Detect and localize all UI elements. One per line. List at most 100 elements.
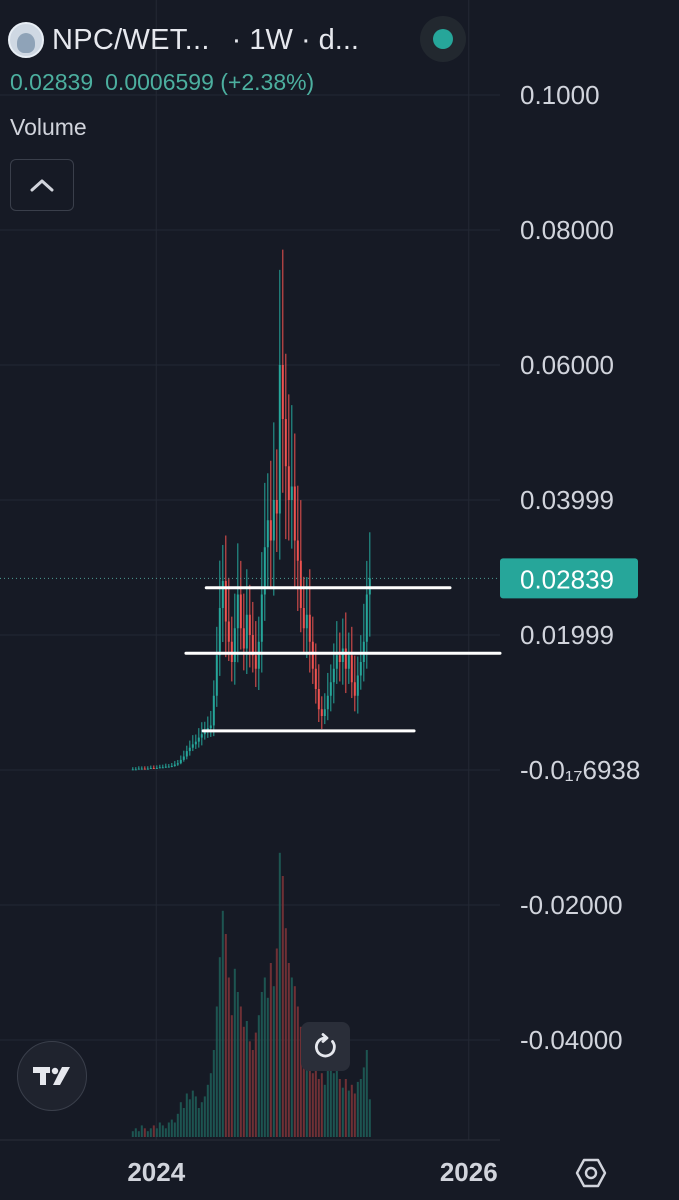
candle-body — [302, 608, 305, 629]
price-change: 0.0006599 (+2.38%) — [105, 69, 315, 95]
candle-body — [158, 767, 161, 769]
candle-body — [137, 768, 140, 770]
volume-bar — [176, 1113, 179, 1137]
y-tick-label: 0.01999 — [520, 620, 614, 650]
token-avatar-icon — [8, 22, 44, 58]
volume-bar — [353, 1093, 356, 1137]
volume-bar — [281, 876, 284, 1137]
candle-body — [143, 768, 146, 770]
candle-body — [254, 655, 257, 669]
tradingview-logo-icon[interactable] — [17, 1041, 87, 1111]
candle-body — [284, 419, 287, 467]
candle-body — [191, 744, 194, 748]
candle-body — [350, 655, 353, 683]
volume-bar — [254, 1032, 257, 1137]
volume-bar — [287, 963, 290, 1137]
candle-body — [293, 486, 296, 541]
candle-body — [290, 486, 293, 500]
volume-bar — [335, 1064, 338, 1137]
y-tick-label: 0.08000 — [520, 215, 614, 245]
volume-bar — [317, 1079, 320, 1137]
candle-body — [194, 741, 197, 745]
volume-bar — [239, 1006, 242, 1137]
volume-bar — [203, 1096, 206, 1137]
collapse-legend-button[interactable] — [10, 159, 74, 211]
candle-body — [308, 614, 311, 642]
candle-body — [299, 560, 302, 608]
volume-bar — [278, 852, 281, 1137]
volume-bar — [146, 1131, 149, 1137]
market-status-dot-icon[interactable] — [420, 16, 466, 62]
volume-bar — [191, 1090, 194, 1137]
candle-body — [146, 768, 149, 770]
candle-body — [257, 641, 260, 669]
y-tick-label: 0.06000 — [520, 350, 614, 380]
volume-bar — [140, 1125, 143, 1137]
last-price-tag-label: 0.02839 — [520, 564, 614, 594]
candle-body — [365, 594, 368, 642]
volume-bar — [242, 1026, 245, 1137]
candle-body — [140, 768, 143, 770]
candle-body — [227, 621, 230, 642]
last-price: 0.02839 — [10, 69, 94, 95]
volume-bar — [302, 1041, 305, 1137]
candle-body — [341, 648, 344, 662]
symbol-header[interactable]: NPC/WET... · 1W · d... — [8, 22, 359, 58]
candle-body — [326, 695, 329, 710]
candle-body — [260, 594, 263, 642]
volume-bar — [218, 957, 221, 1137]
price-quote: 0.02839 0.0006599 (+2.38%) — [10, 69, 326, 96]
candle-body — [356, 675, 359, 696]
volume-bar — [296, 1006, 299, 1137]
volume-bar — [293, 986, 296, 1137]
candle-body — [248, 614, 251, 635]
volume-bars — [131, 852, 371, 1137]
volume-bar — [170, 1119, 173, 1137]
candle-body — [278, 365, 281, 514]
settings-hexagon-icon[interactable] — [570, 1152, 612, 1194]
price-axis: 0.1000 0.08000 0.06000 0.03999 0.01999 -0.0₁₇… — [500, 80, 640, 1055]
candle-body — [263, 547, 266, 595]
volume-bar — [248, 1041, 251, 1137]
volume-bar — [320, 1073, 323, 1137]
volume-bar — [365, 1050, 368, 1137]
symbol-name[interactable]: NPC/WET... — [52, 23, 210, 56]
candle-body — [182, 756, 185, 760]
candle-body — [320, 709, 323, 716]
volume-bar — [275, 948, 278, 1137]
volume-bar — [272, 986, 275, 1137]
volume-bar — [308, 1064, 311, 1137]
volume-bar — [134, 1128, 137, 1137]
volume-bar — [311, 1073, 314, 1137]
volume-bar — [152, 1125, 155, 1137]
reset-chart-button[interactable] — [301, 1022, 350, 1071]
volume-legend[interactable]: Volume — [10, 114, 87, 140]
volume-bar — [251, 1050, 254, 1137]
timeframe-label[interactable]: · 1W · d... — [231, 23, 359, 56]
volume-bar — [173, 1122, 176, 1137]
candle-body — [149, 767, 152, 769]
candle-body — [176, 763, 179, 765]
volume-bar — [221, 910, 224, 1137]
horizontal-level-lines — [184, 586, 502, 733]
candle-body — [269, 520, 272, 541]
candle-body — [323, 709, 326, 716]
candle-body — [161, 767, 164, 769]
candle-body — [188, 747, 191, 752]
y-tick-label: 0.1000 — [520, 80, 600, 110]
volume-bar — [344, 1079, 347, 1137]
candle-body — [335, 655, 338, 669]
candle-body — [233, 628, 236, 662]
candle-body — [218, 608, 221, 656]
candle-body — [215, 655, 218, 696]
volume-bar — [155, 1128, 158, 1137]
y-tick-label: -0.02000 — [520, 890, 623, 920]
candle-body — [209, 725, 212, 729]
volume-bar — [188, 1099, 191, 1137]
candle-body — [338, 655, 341, 662]
volume-bar — [215, 1006, 218, 1137]
volume-bar — [227, 977, 230, 1137]
candle-body — [185, 751, 188, 757]
candle-body — [314, 668, 317, 689]
